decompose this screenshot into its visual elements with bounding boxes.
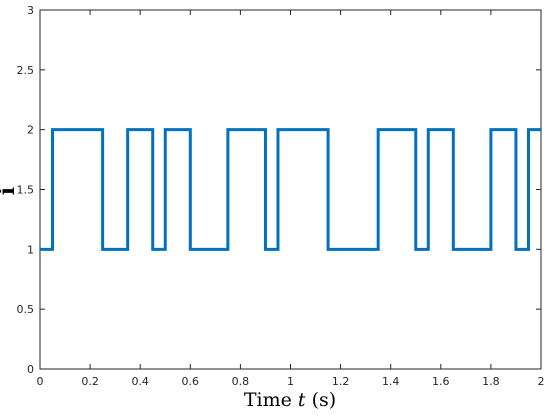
x-tick-label: 0.8	[232, 375, 250, 388]
y-tick-label: 0.5	[17, 303, 35, 316]
x-axis-label: Time t (s)	[244, 389, 336, 411]
x-axis-label-variable: t	[298, 389, 306, 411]
x-tick-label: 1.6	[432, 375, 450, 388]
y-tick-label: 0	[27, 363, 34, 376]
plot-area	[39, 9, 542, 370]
x-tick-label: 2	[538, 375, 545, 388]
x-tick-label: 0.2	[81, 375, 99, 388]
x-axis-label-prefix: Time	[244, 389, 298, 411]
y-tick-label: 2.5	[17, 64, 35, 77]
x-tick-label: 0.6	[182, 375, 200, 388]
y-axis-label: i	[0, 187, 20, 195]
y-tick-label: 3	[27, 4, 34, 17]
x-tick-label: 1	[287, 375, 294, 388]
x-tick-label: 1.2	[332, 375, 350, 388]
x-axis-label-unit: (s)	[312, 389, 337, 411]
x-axis-ticks: 0 0.2 0.4 0.6 0.8 1 1.2 1.4 1.6 1.8 2	[37, 10, 545, 388]
y-axis-ticks: 0 0.5 1 1.5 2 2.5 3	[17, 4, 541, 376]
x-tick-label: 0	[37, 375, 44, 388]
x-tick-label: 1.8	[482, 375, 500, 388]
y-tick-label: 2	[27, 124, 34, 137]
y-tick-label: 1.5	[17, 184, 35, 197]
series-line	[40, 128, 541, 251]
y-tick-label: 1	[27, 243, 34, 256]
x-tick-label: 0.4	[131, 375, 149, 388]
x-tick-label: 1.4	[382, 375, 400, 388]
